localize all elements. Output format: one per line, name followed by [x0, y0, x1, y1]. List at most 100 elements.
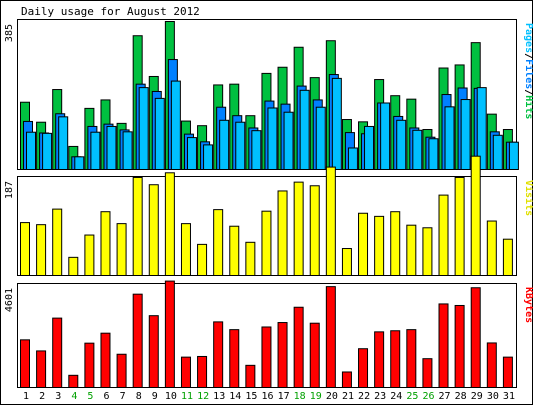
bar-kbytes-day-5: [84, 342, 95, 388]
bar-pages-day-15: [251, 130, 262, 170]
bar-visits-day-22: [358, 212, 369, 277]
bar-visits-day-26: [422, 227, 433, 276]
bar-kbytes-day-25: [406, 329, 417, 389]
bar-pages-day-22: [364, 125, 375, 171]
side-legend-visits: Visits: [523, 180, 533, 216]
side-legend-hits_files_pages: Pages/Files/Hits: [523, 23, 533, 119]
x-tick-label: 29: [471, 391, 483, 402]
bar-kbytes-day-8: [132, 293, 143, 389]
bar-pages-day-30: [492, 134, 503, 171]
bar-visits-day-4: [68, 256, 79, 276]
bar-pages-day-4: [74, 156, 85, 170]
bar-kbytes-day-11: [180, 356, 191, 388]
x-tick-label: 5: [87, 391, 93, 402]
x-tick-label: 31: [503, 391, 515, 402]
x-tick-label: 30: [487, 391, 499, 402]
bar-pages-day-24: [396, 119, 407, 171]
bar-visits-day-27: [438, 194, 449, 277]
bar-kbytes-day-6: [100, 332, 111, 389]
bar-pages-day-21: [347, 147, 358, 171]
bar-visits-day-30: [486, 220, 497, 276]
ymax-label-hits_files_pages: 385: [4, 24, 15, 42]
x-tick-label: 20: [326, 391, 338, 402]
bar-visits-day-18: [293, 181, 304, 276]
bar-visits-day-23: [374, 215, 385, 276]
x-tick-label: 17: [278, 391, 290, 402]
bar-visits-day-6: [100, 211, 111, 276]
side-legend-part: KBytes: [523, 287, 533, 323]
x-tick-label: 27: [439, 391, 451, 402]
bar-pages-day-5: [90, 131, 101, 170]
bar-visits-day-14: [229, 225, 240, 276]
bar-kbytes-day-13: [213, 321, 224, 388]
bar-pages-day-29: [476, 87, 487, 170]
x-tick-label: 11: [181, 391, 193, 402]
x-tick-label: 21: [342, 391, 354, 402]
bar-kbytes-day-18: [293, 306, 304, 389]
x-tick-label: 9: [152, 391, 158, 402]
bar-kbytes-day-23: [374, 331, 385, 388]
bar-kbytes-day-19: [309, 322, 320, 388]
bar-pages-day-11: [186, 137, 197, 170]
x-tick-label: 3: [55, 391, 61, 402]
bar-pages-day-17: [283, 111, 294, 170]
bar-kbytes-day-10: [164, 280, 175, 388]
bar-visits-day-17: [277, 190, 288, 277]
bar-pages-day-1: [26, 131, 36, 170]
bar-kbytes-day-1: [20, 339, 30, 389]
bar-pages-day-25: [412, 129, 423, 170]
side-legend-part: Visits: [523, 180, 533, 216]
bar-kbytes-day-12: [197, 355, 208, 388]
bar-pages-day-12: [203, 144, 214, 170]
bar-pages-day-2: [42, 132, 53, 170]
bar-pages-day-10: [170, 80, 181, 170]
x-tick-label: 26: [422, 391, 434, 402]
bar-pages-day-16: [267, 107, 278, 170]
bar-kbytes-day-22: [358, 348, 369, 388]
x-tick-label: 16: [261, 391, 273, 402]
bar-visits-day-29: [470, 155, 481, 276]
x-tick-label: 13: [213, 391, 225, 402]
bar-visits-day-25: [406, 224, 417, 277]
x-tick-label: 18: [294, 391, 306, 402]
side-legend-part: Hits: [523, 95, 533, 119]
bar-kbytes-day-27: [438, 303, 449, 388]
bar-visits-day-11: [180, 223, 191, 276]
bar-kbytes-day-29: [470, 287, 481, 388]
bar-visits-day-20: [325, 166, 336, 277]
bar-pages-day-9: [154, 97, 165, 170]
bar-kbytes-day-3: [52, 317, 63, 389]
x-tick-label: 7: [120, 391, 126, 402]
bar-visits-day-8: [132, 176, 143, 276]
bar-visits-day-3: [52, 208, 63, 276]
bar-kbytes-day-9: [148, 315, 159, 389]
chart-title: Daily usage for August 2012: [21, 5, 200, 18]
x-tick-label: 25: [406, 391, 418, 402]
side-legend-part: /: [523, 89, 533, 95]
bar-visits-day-5: [84, 234, 95, 276]
bar-pages-day-23: [380, 102, 391, 170]
bar-visits-day-31: [502, 238, 513, 276]
bar-visits-day-1: [20, 222, 30, 277]
bar-kbytes-day-21: [341, 371, 352, 388]
bar-visits-day-2: [36, 224, 47, 276]
x-tick-label: 23: [374, 391, 386, 402]
bar-kbytes-day-7: [116, 353, 127, 389]
bar-kbytes-day-14: [229, 329, 240, 389]
bar-pages-day-19: [315, 106, 326, 171]
bar-visits-day-28: [454, 176, 465, 276]
bar-pages-day-20: [331, 77, 342, 170]
bar-visits-day-19: [309, 185, 320, 277]
x-tick-label: 12: [197, 391, 209, 402]
side-legend-part: /: [523, 53, 533, 59]
bar-pages-day-13: [219, 119, 230, 171]
x-tick-label: 2: [39, 391, 45, 402]
bar-pages-day-6: [106, 125, 117, 171]
bar-pages-day-27: [444, 106, 455, 171]
side-legend-part: Files: [523, 59, 533, 89]
bar-kbytes-day-15: [245, 364, 256, 388]
x-tick-label: 10: [165, 391, 177, 402]
x-tick-label: 15: [245, 391, 257, 402]
x-tick-label: 1: [23, 391, 29, 402]
bar-kbytes-day-4: [68, 374, 79, 389]
